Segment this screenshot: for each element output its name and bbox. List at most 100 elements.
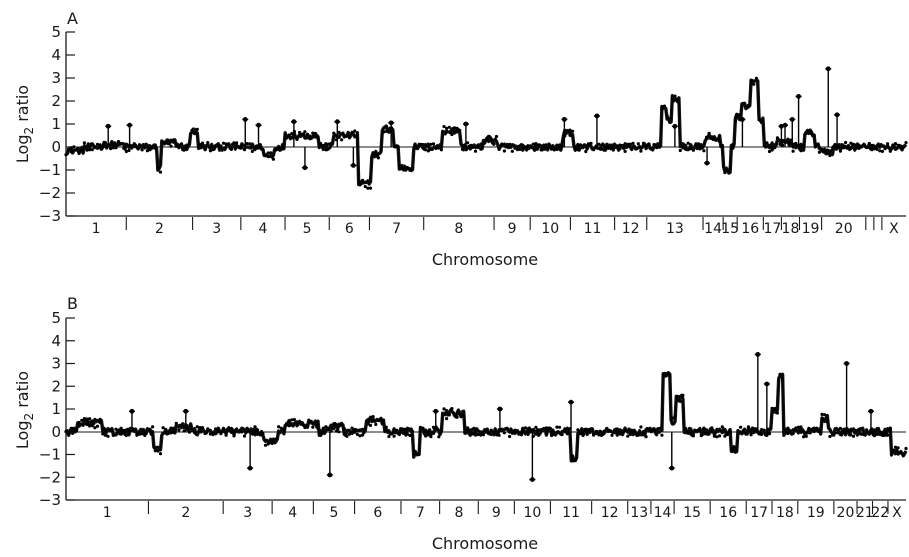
data-point bbox=[849, 433, 853, 437]
data-point bbox=[586, 142, 591, 146]
data-point bbox=[303, 130, 307, 134]
data-point bbox=[300, 422, 304, 426]
data-point bbox=[631, 430, 635, 434]
chromosome-label: 5 bbox=[303, 221, 312, 237]
data-point bbox=[815, 143, 819, 147]
data-point bbox=[720, 143, 724, 147]
data-point bbox=[337, 430, 341, 434]
data-point bbox=[179, 142, 184, 146]
y-tick-label: 4 bbox=[51, 46, 61, 64]
data-point bbox=[313, 421, 317, 425]
data-point bbox=[707, 131, 711, 135]
data-point bbox=[657, 430, 661, 434]
data-point bbox=[198, 143, 202, 147]
data-point bbox=[534, 425, 538, 429]
data-point bbox=[641, 430, 646, 435]
y-title-part: ratio bbox=[13, 371, 32, 413]
data-point bbox=[547, 426, 551, 430]
data-point bbox=[634, 432, 638, 436]
data-point bbox=[426, 429, 430, 433]
data-point bbox=[741, 101, 745, 105]
outlier-point bbox=[594, 113, 600, 119]
y-tick-label: 5 bbox=[51, 309, 61, 327]
data-point bbox=[111, 433, 115, 437]
data-point bbox=[298, 130, 302, 135]
y-title-part: ratio bbox=[13, 85, 32, 127]
outlier-point bbox=[105, 123, 111, 129]
data-point bbox=[248, 142, 252, 146]
data-point bbox=[760, 119, 764, 123]
y-tick-label: −3 bbox=[39, 491, 61, 509]
data-point bbox=[90, 424, 94, 428]
data-point bbox=[198, 426, 202, 430]
outlier-point bbox=[334, 119, 340, 125]
data-point bbox=[626, 434, 630, 438]
outlier-point bbox=[755, 352, 761, 357]
data-point bbox=[492, 142, 496, 146]
data-point bbox=[536, 428, 541, 432]
data-point bbox=[872, 147, 877, 151]
data-point bbox=[615, 144, 619, 148]
data-point bbox=[316, 426, 320, 431]
data-point bbox=[455, 415, 459, 419]
data-point bbox=[529, 145, 533, 149]
data-point bbox=[880, 433, 885, 437]
chromosome-label: 2 bbox=[181, 505, 190, 521]
data-point bbox=[568, 133, 572, 137]
data-point bbox=[200, 426, 205, 430]
data-point bbox=[886, 433, 890, 437]
data-point bbox=[886, 142, 890, 146]
data-point bbox=[109, 147, 113, 151]
outlier-point bbox=[463, 121, 469, 127]
data-point bbox=[269, 440, 273, 445]
data-point bbox=[466, 426, 470, 430]
outlier-point bbox=[529, 477, 535, 482]
data-point bbox=[193, 132, 197, 136]
log2-ratio-trace bbox=[65, 79, 907, 186]
chromosome-label: 3 bbox=[212, 221, 221, 237]
data-point bbox=[812, 133, 816, 137]
data-point bbox=[854, 429, 858, 433]
data-point bbox=[849, 141, 853, 145]
data-point bbox=[342, 135, 346, 139]
data-point bbox=[319, 141, 323, 146]
data-point bbox=[802, 435, 806, 439]
data-point bbox=[292, 418, 296, 422]
data-point bbox=[321, 426, 325, 430]
data-point bbox=[106, 434, 110, 438]
data-point bbox=[460, 413, 464, 418]
data-point bbox=[214, 144, 218, 148]
data-point bbox=[542, 143, 546, 147]
data-point bbox=[387, 434, 391, 439]
data-point bbox=[382, 418, 386, 422]
chromosome-label: 19 bbox=[802, 221, 820, 237]
data-point bbox=[101, 144, 105, 149]
chromosome-label: 18 bbox=[776, 505, 794, 521]
data-point bbox=[788, 141, 793, 145]
outlier-point bbox=[327, 472, 333, 478]
y-tick-label: 1 bbox=[51, 115, 61, 133]
chromosome-label: 1 bbox=[92, 221, 101, 237]
data-point bbox=[557, 143, 562, 147]
data-point bbox=[290, 132, 294, 136]
data-point bbox=[140, 148, 144, 152]
data-point bbox=[140, 432, 144, 436]
data-point bbox=[95, 424, 100, 428]
y-tick-label: 2 bbox=[51, 377, 61, 395]
chromosome-label: 6 bbox=[345, 221, 354, 237]
data-point bbox=[64, 430, 68, 434]
data-point bbox=[689, 432, 693, 436]
data-point bbox=[880, 149, 885, 153]
data-point bbox=[515, 430, 520, 434]
data-point bbox=[878, 430, 882, 434]
data-point bbox=[153, 449, 157, 453]
data-point bbox=[195, 425, 199, 429]
data-point bbox=[599, 147, 604, 151]
data-point bbox=[256, 146, 260, 150]
data-point bbox=[691, 148, 696, 152]
data-point bbox=[857, 427, 861, 431]
panel-a-y-axis-title-label: Log2 ratio bbox=[13, 85, 36, 163]
data-point bbox=[589, 141, 593, 145]
data-point bbox=[681, 146, 685, 150]
data-point bbox=[442, 124, 446, 129]
